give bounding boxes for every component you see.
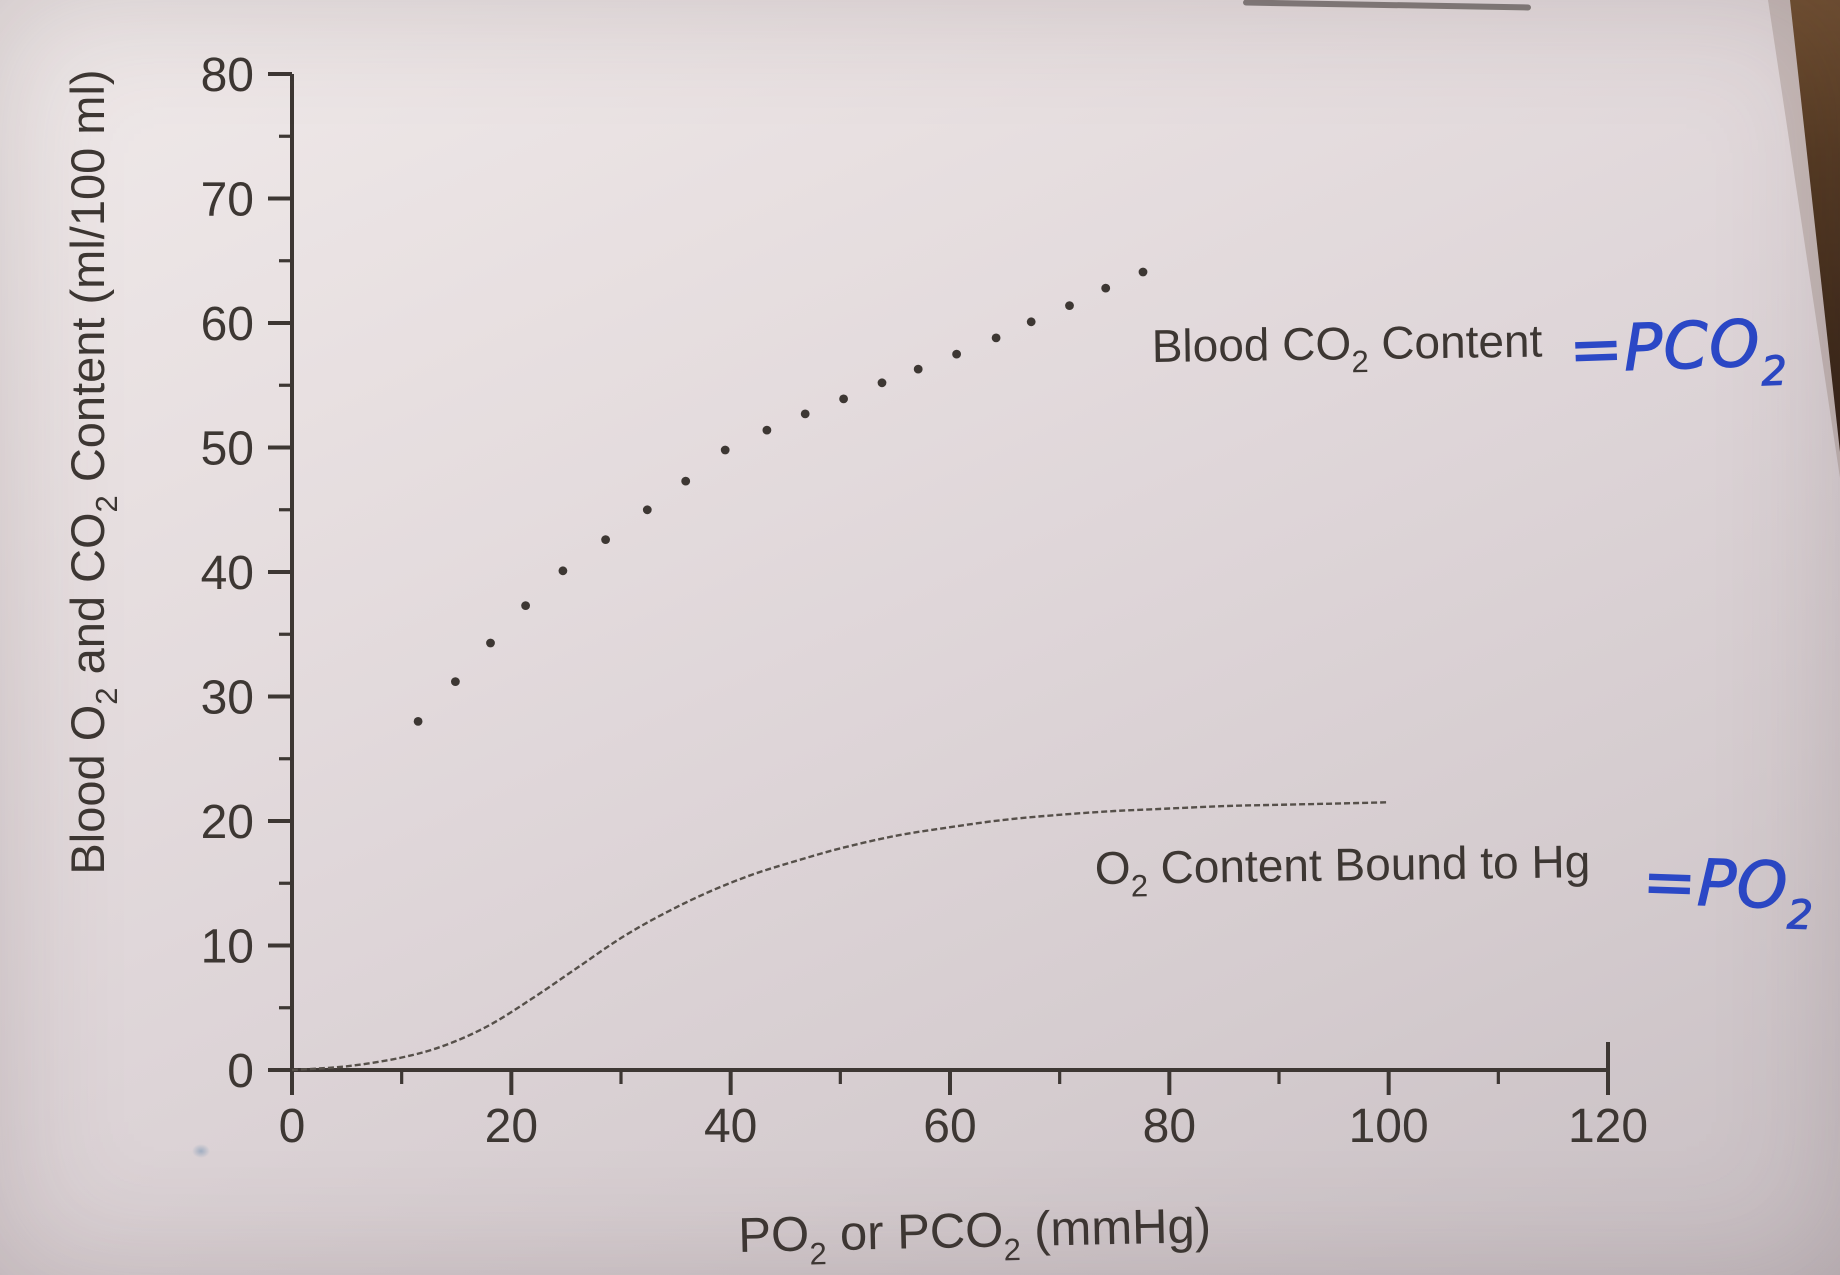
co2-series-label: Blood CO2 Content xyxy=(1151,315,1543,382)
co2-dotted-curve xyxy=(413,267,1148,726)
y-tick-label: 60 xyxy=(201,298,254,351)
handwritten-pco2-annotation: =PCO2 xyxy=(1568,306,1789,402)
o2-series-label: O2 Content Bound to Hg xyxy=(1094,835,1590,904)
ink-smudge xyxy=(192,1144,210,1158)
o2-curve xyxy=(291,801,1389,1072)
y-tick-label: 30 xyxy=(201,672,254,725)
x-tick-label: 120 xyxy=(1568,1100,1648,1153)
y-tick-label: 80 xyxy=(201,49,254,102)
handwritten-po2-annotation: =PO2 xyxy=(1641,845,1816,939)
x-tick-label: 0 xyxy=(279,1100,306,1153)
axes-and-ticks: 0 10 20 30 40 50 60 70 80 0 20 40 60 80 100 120 xyxy=(201,49,1648,1153)
x-tick-label: 40 xyxy=(704,1100,757,1153)
y-tick-label: 50 xyxy=(201,423,254,476)
x-axis-title: PO2 or PCO2 (mmHg) xyxy=(738,1199,1212,1273)
y-tick-label: 10 xyxy=(201,921,254,974)
x-tick-label: 100 xyxy=(1349,1100,1429,1153)
x-tick-label: 80 xyxy=(1143,1100,1196,1153)
x-tick-label: 60 xyxy=(923,1100,976,1153)
y-axis-title: Blood O2 and CO2 Content (ml/100 ml) xyxy=(61,69,124,874)
y-tick-label: 40 xyxy=(201,547,254,600)
y-tick-label: 0 xyxy=(227,1045,254,1098)
x-tick-label: 20 xyxy=(485,1100,538,1153)
y-tick-label: 20 xyxy=(201,796,254,849)
y-tick-label: 70 xyxy=(201,174,254,227)
